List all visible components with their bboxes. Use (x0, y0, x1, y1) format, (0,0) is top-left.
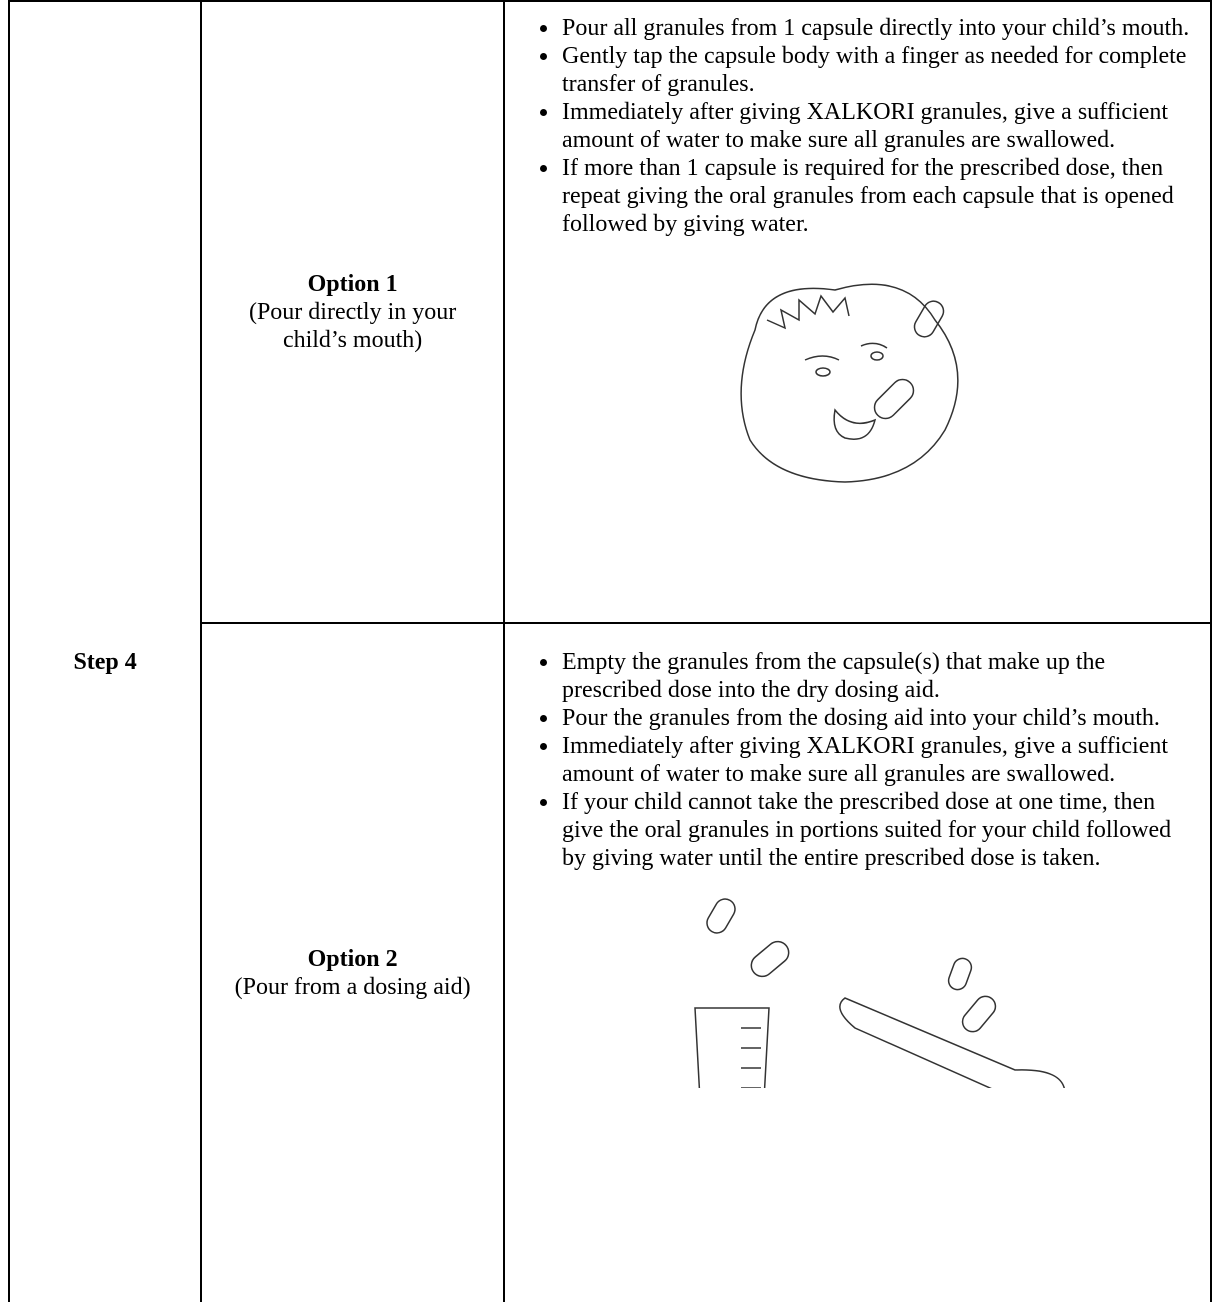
bullet-item: Pour all granules from 1 capsule directl… (560, 14, 1194, 42)
bullet-list: Pour all granules from 1 capsule directl… (505, 14, 1210, 238)
bullet-item: Immediately after giving XALKORI granule… (560, 732, 1194, 788)
step-label: Step 4 (73, 649, 137, 675)
bullet-item: Gently tap the capsule body with a finge… (560, 42, 1194, 98)
bullet-list: Empty the granules from the capsule(s) t… (505, 648, 1210, 872)
bullet-item: Empty the granules from the capsule(s) t… (560, 648, 1194, 704)
bullet-item: Immediately after giving XALKORI granule… (560, 98, 1194, 154)
bullet-item: If more than 1 capsule is required for t… (560, 154, 1194, 238)
instructions-cell: Empty the granules from the capsule(s) t… (502, 622, 1212, 1302)
instructions-cell: Pour all granules from 1 capsule directl… (502, 0, 1212, 624)
option-title: Option 1 (307, 271, 398, 297)
option-description: (Pour directly in your child’s mouth) (248, 299, 457, 353)
row: Step 4 Option 1 (Pour directly in your c… (7, 0, 1212, 1302)
option-cell: Option 2 (Pour from a dosing aid) (200, 622, 505, 1302)
step-cell: Step 4 (7, 0, 203, 1302)
dosing-aid-illustration (694, 898, 1065, 1088)
child-illustration (740, 283, 959, 483)
instruction-table: Step 4 Option 1 (Pour directly in your c… (7, 0, 1212, 1302)
option-title: Option 2 (307, 946, 398, 972)
option-cell: Option 1 (Pour directly in your child’s … (200, 0, 505, 624)
option-description: (Pour from a dosing aid) (234, 974, 471, 1000)
row: Option 2 (Pour from a dosing aid) Empty … (9, 622, 1212, 1302)
bullet-item: Pour the granules from the dosing aid in… (560, 704, 1194, 732)
bullet-item: If your child cannot take the prescribed… (560, 788, 1194, 872)
